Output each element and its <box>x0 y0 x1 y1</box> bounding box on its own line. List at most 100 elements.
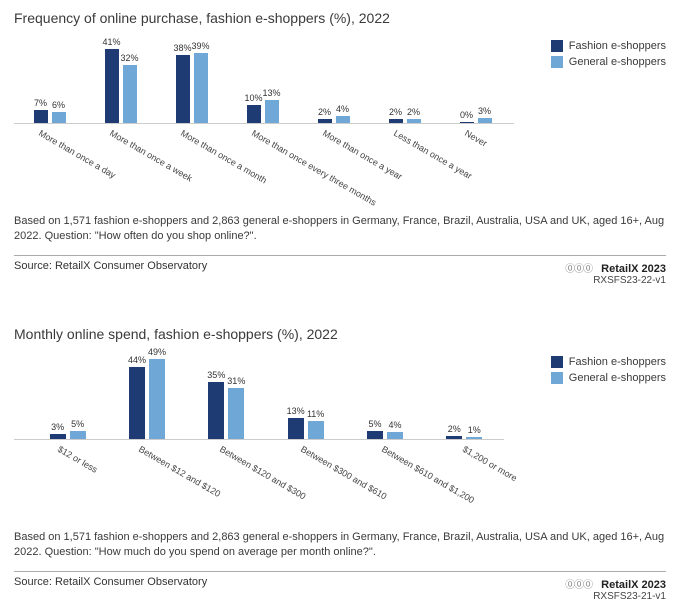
value-label: 6% <box>52 100 65 110</box>
bar-group: 2% 1% <box>425 436 504 439</box>
swatch-icon <box>551 40 563 52</box>
swatch-icon <box>551 356 563 368</box>
chart-footer: Source: RetailX Consumer Observatory ⓪⓪⓪… <box>14 255 666 286</box>
swatch-icon <box>551 56 563 68</box>
value-label: 32% <box>120 53 138 63</box>
legend-label: General e-shoppers <box>569 372 666 384</box>
value-label: 3% <box>51 422 64 432</box>
value-label: 13% <box>262 88 280 98</box>
bar-group: 7%6% <box>14 110 85 123</box>
legend-label: Fashion e-shoppers <box>569 356 666 368</box>
legend-label: General e-shoppers <box>569 56 666 68</box>
value-label: 0% <box>460 110 473 120</box>
legend-item-fashion: Fashion e-shoppers <box>551 40 666 52</box>
category-label: $1,200 or more <box>461 444 519 483</box>
chart-title: Monthly online spend, fashion e-shoppers… <box>14 326 666 342</box>
bar-group: 10% 13% <box>227 100 298 123</box>
bar-general: 49% <box>149 359 165 439</box>
bar-general: 32% <box>123 65 137 123</box>
value-label: 38% <box>173 43 191 53</box>
category-label: Between $120 and $300 <box>218 444 308 501</box>
value-label: 5% <box>368 419 381 429</box>
value-label: 2% <box>389 107 402 117</box>
category-label: $12 or less <box>56 444 99 475</box>
x-axis-labels: More than once a dayMore than once a wee… <box>14 124 514 214</box>
bar-group: 0% 3% <box>440 118 511 123</box>
panel-frequency: Frequency of online purchase, fashion e-… <box>14 10 666 286</box>
bar-group: 2% 4% <box>298 116 369 123</box>
legend-label: Fashion e-shoppers <box>569 40 666 52</box>
footer-right: ⓪⓪⓪ RetailX 2023 RXSFS23-21-v1 <box>565 576 666 602</box>
bar-fashion: 38% <box>176 55 190 123</box>
value-label: 13% <box>287 406 305 416</box>
chart-bars: 3%5%44%49%35%31%13%11%5%4%2%1% <box>14 350 504 440</box>
panel-spend: Monthly online spend, fashion e-shoppers… <box>14 326 666 602</box>
source-label: Source: RetailX Consumer Observatory <box>14 260 207 272</box>
legend: Fashion e-shoppers General e-shoppers <box>551 350 666 384</box>
value-label: 31% <box>227 376 245 386</box>
ref-code: RXSFS23-22-v1 <box>565 275 666 286</box>
bar-fashion: 0% <box>460 122 474 123</box>
bar-general: 2% <box>407 119 421 123</box>
bar-fashion: 13% <box>288 418 304 439</box>
category-label: Between $12 and $120 <box>137 444 222 499</box>
chart-wrap: 7%6%41%32%38%39%10%13%2%4%2%2%0%3% More … <box>14 34 666 214</box>
bar-group: 44%49% <box>107 359 186 439</box>
brand-label: RetailX 2023 <box>601 263 666 275</box>
cc-icon: ⓪⓪⓪ <box>565 580 592 591</box>
bar-general: 31% <box>228 388 244 439</box>
value-label: 5% <box>71 419 84 429</box>
bar-general: 1% <box>466 437 482 439</box>
bar-general: 3% <box>478 118 492 123</box>
bar-general: 4% <box>387 432 403 439</box>
category-label: Between $300 and $610 <box>299 444 389 501</box>
value-label: 41% <box>102 37 120 47</box>
swatch-icon <box>551 372 563 384</box>
bar-group: 35%31% <box>187 382 266 439</box>
value-label: 10% <box>244 93 262 103</box>
bar-general: 11% <box>308 421 324 439</box>
bar-fashion: 2% <box>389 119 403 123</box>
value-label: 44% <box>128 355 146 365</box>
value-label: 2% <box>318 107 331 117</box>
bar-fashion: 44% <box>129 367 145 439</box>
legend-item-general: General e-shoppers <box>551 56 666 68</box>
bar-fashion: 3% <box>50 434 66 439</box>
bar-general: 39% <box>194 53 208 123</box>
bar-general: 5% <box>70 431 86 439</box>
ref-code: RXSFS23-21-v1 <box>565 591 666 602</box>
bar-fashion: 10% <box>247 105 261 123</box>
chart-note: Based on 1,571 fashion e-shoppers and 2,… <box>14 530 666 561</box>
bar-group: 3% 5% <box>28 431 107 439</box>
value-label: 3% <box>478 106 491 116</box>
bar-group: 41%32% <box>85 49 156 123</box>
value-label: 49% <box>148 347 166 357</box>
bar-group: 13%11% <box>266 418 345 439</box>
category-label: More than once a day <box>37 128 117 180</box>
legend-item-general: General e-shoppers <box>551 372 666 384</box>
bar-fashion: 41% <box>105 49 119 123</box>
bar-fashion: 35% <box>208 382 224 439</box>
bar-general: 13% <box>265 100 279 123</box>
value-label: 35% <box>207 370 225 380</box>
x-axis-labels: $12 or lessBetween $12 and $120Between $… <box>14 440 504 530</box>
chart-bars: 7%6%41%32%38%39%10%13%2%4%2%2%0%3% <box>14 34 514 124</box>
bar-fashion: 2% <box>318 119 332 123</box>
value-label: 11% <box>307 409 324 419</box>
bar-general: 4% <box>336 116 350 123</box>
cc-icon: ⓪⓪⓪ <box>565 264 592 275</box>
chart-footer: Source: RetailX Consumer Observatory ⓪⓪⓪… <box>14 571 666 602</box>
chart-wrap: 3%5%44%49%35%31%13%11%5%4%2%1% $12 or le… <box>14 350 666 530</box>
chart-title: Frequency of online purchase, fashion e-… <box>14 10 666 26</box>
bar-general: 6% <box>52 112 66 123</box>
category-label: More than once every three months <box>250 128 378 208</box>
category-label: Never <box>463 128 489 149</box>
legend: Fashion e-shoppers General e-shoppers <box>551 34 666 68</box>
bar-group: 5%4% <box>345 431 424 439</box>
bar-fashion: 2% <box>446 436 462 439</box>
value-label: 4% <box>388 420 401 430</box>
bar-group: 38% 39% <box>156 53 227 123</box>
value-label: 39% <box>191 41 209 51</box>
value-label: 7% <box>34 98 47 108</box>
chart-note: Based on 1,571 fashion e-shoppers and 2,… <box>14 214 666 245</box>
